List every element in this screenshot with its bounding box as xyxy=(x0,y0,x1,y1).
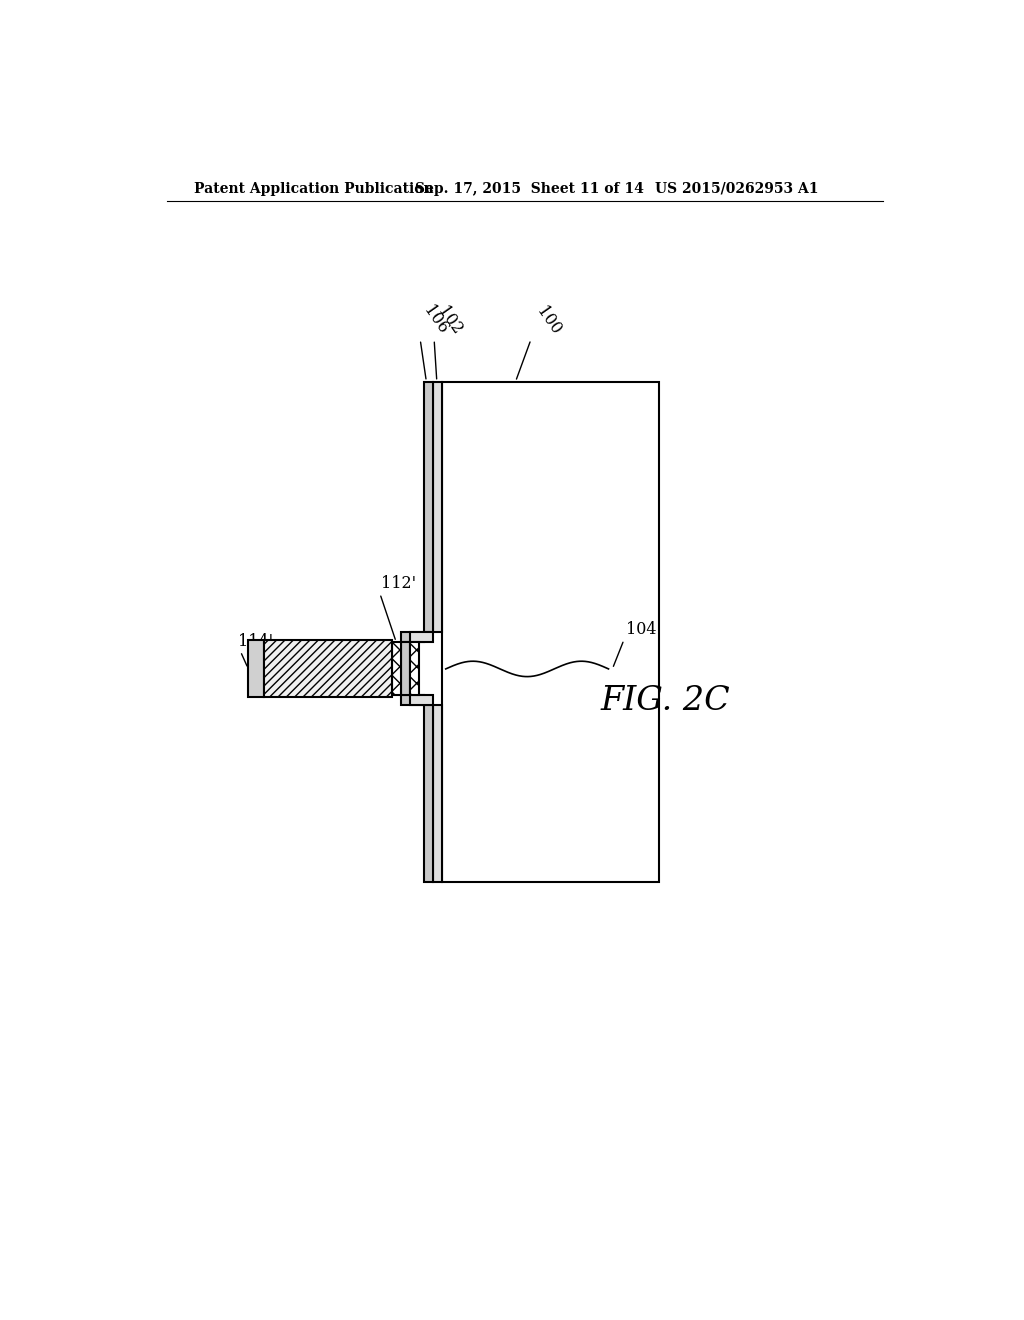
Text: Patent Application Publication: Patent Application Publication xyxy=(194,182,433,195)
Bar xyxy=(433,705,442,882)
Text: 100: 100 xyxy=(532,304,564,338)
Bar xyxy=(248,640,263,697)
Bar xyxy=(424,381,433,632)
Text: FIG. 2C: FIG. 2C xyxy=(601,685,730,717)
Text: 102: 102 xyxy=(434,304,466,338)
Bar xyxy=(410,642,419,696)
Bar xyxy=(400,642,410,696)
Bar xyxy=(391,642,400,696)
Bar xyxy=(400,696,424,705)
Bar xyxy=(424,705,433,882)
Text: 112': 112' xyxy=(381,576,417,591)
Text: 114': 114' xyxy=(238,632,273,649)
Bar xyxy=(400,632,424,642)
Bar xyxy=(410,696,433,705)
Text: 104: 104 xyxy=(626,622,656,638)
Text: 106: 106 xyxy=(420,304,452,338)
Bar xyxy=(442,381,658,882)
Bar xyxy=(433,381,442,632)
Bar xyxy=(263,640,391,697)
Text: Sep. 17, 2015  Sheet 11 of 14: Sep. 17, 2015 Sheet 11 of 14 xyxy=(415,182,644,195)
Text: US 2015/0262953 A1: US 2015/0262953 A1 xyxy=(655,182,818,195)
Bar xyxy=(410,632,433,642)
